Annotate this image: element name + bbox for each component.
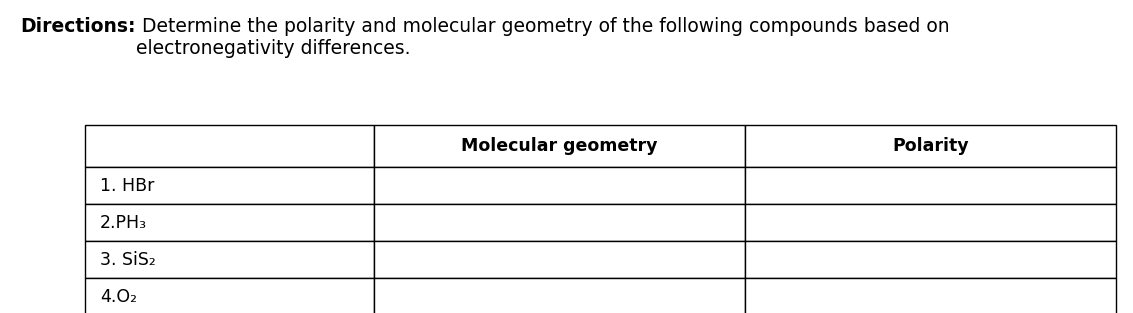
Bar xyxy=(744,167,1116,204)
Text: 3. SiS₂: 3. SiS₂ xyxy=(100,251,155,269)
Text: 4.O₂: 4.O₂ xyxy=(100,288,137,306)
Bar xyxy=(744,278,1116,313)
Bar xyxy=(374,241,744,278)
Text: Determine the polarity and molecular geometry of the following compounds based o: Determine the polarity and molecular geo… xyxy=(136,17,949,58)
Bar xyxy=(85,241,374,278)
Text: Directions:: Directions: xyxy=(20,17,136,36)
Bar xyxy=(85,278,374,313)
Bar xyxy=(744,125,1116,167)
Bar xyxy=(744,204,1116,241)
Text: 2.PH₃: 2.PH₃ xyxy=(100,214,147,232)
Text: 1. HBr: 1. HBr xyxy=(100,177,154,195)
Bar xyxy=(85,125,374,167)
Bar xyxy=(85,167,374,204)
Bar xyxy=(374,278,744,313)
Bar xyxy=(744,241,1116,278)
Bar xyxy=(374,125,744,167)
Bar xyxy=(85,204,374,241)
Bar xyxy=(374,167,744,204)
Text: Polarity: Polarity xyxy=(892,137,969,155)
Bar xyxy=(374,204,744,241)
Text: Molecular geometry: Molecular geometry xyxy=(461,137,657,155)
